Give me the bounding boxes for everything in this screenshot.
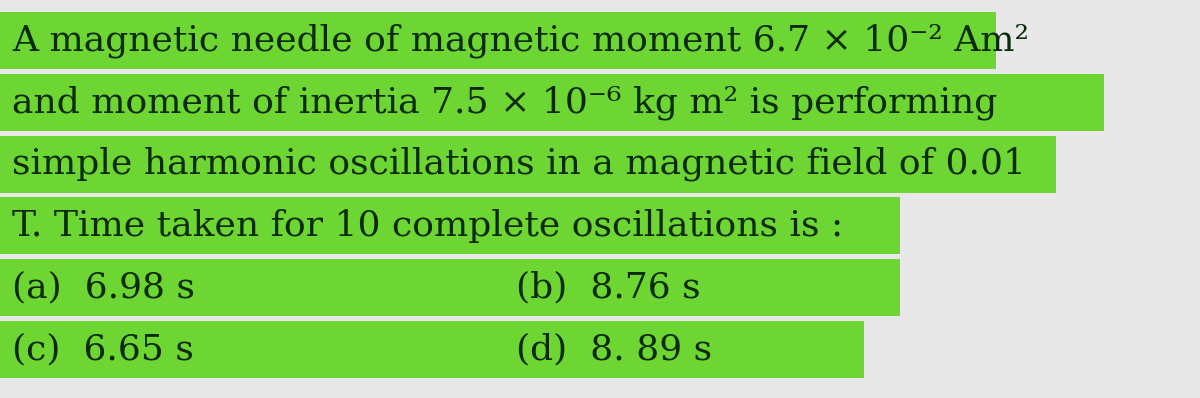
Bar [0,136,1056,193]
Bar [0,197,900,254]
Text: simple harmonic oscillations in a magnetic field of 0.01: simple harmonic oscillations in a magnet… [12,147,1026,181]
Text: A magnetic needle of magnetic moment 6.7 × 10⁻² Am²: A magnetic needle of magnetic moment 6.7… [12,23,1030,58]
Bar [0,12,996,69]
Bar [0,259,900,316]
Text: (b)  8.76 s: (b) 8.76 s [516,271,701,305]
Text: (d)  8. 89 s: (d) 8. 89 s [516,333,712,367]
Bar [0,74,1104,131]
Text: and moment of inertia 7.5 × 10⁻⁶ kg m² is performing: and moment of inertia 7.5 × 10⁻⁶ kg m² i… [12,85,997,119]
Bar [0,321,864,378]
Text: (c)  6.65 s: (c) 6.65 s [12,333,194,367]
Text: T. Time taken for 10 complete oscillations is :: T. Time taken for 10 complete oscillatio… [12,209,844,243]
Text: (a)  6.98 s: (a) 6.98 s [12,271,194,305]
